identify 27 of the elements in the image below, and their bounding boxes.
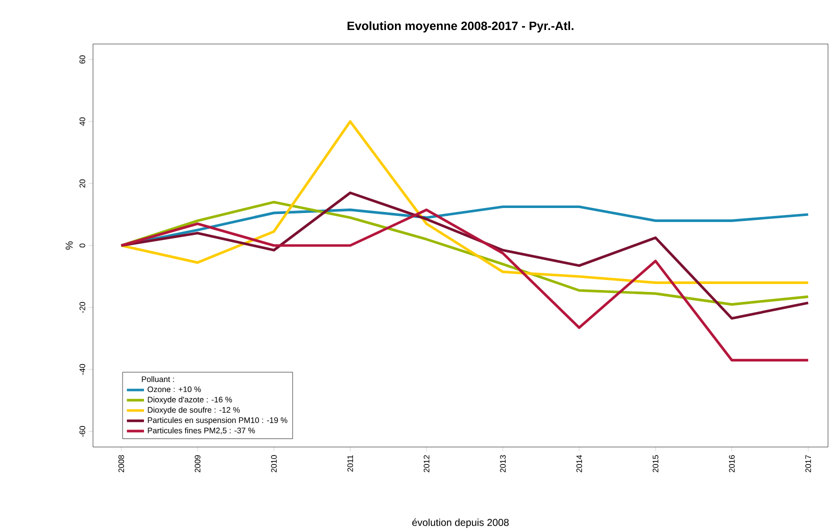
x-axis-title: évolution depuis 2008: [412, 518, 509, 528]
y-tick-label: 20: [80, 179, 86, 188]
y-tick-label: -40: [80, 364, 86, 375]
legend-label: Particules fines PM2,5 : -37 %: [148, 427, 255, 434]
x-tick-label: 2008: [118, 455, 124, 472]
y-tick-label: -60: [80, 426, 86, 437]
legend-label: Ozone : +10 %: [148, 386, 201, 392]
legend-label: Particules en suspension PM10 : -19 %: [148, 417, 288, 425]
x-tick-label: 2016: [729, 455, 735, 472]
y-tick-label: 40: [80, 117, 86, 126]
y-tick-label: 0: [80, 244, 86, 248]
legend-label: Dioxyde de soufre : -12 %: [148, 406, 240, 414]
x-tick-label: 2017: [805, 455, 811, 472]
x-tick-label: 2011: [347, 455, 354, 472]
line-series: [120, 208, 810, 362]
x-tick-label: 2015: [652, 455, 658, 472]
x-tick-label: 2009: [194, 455, 200, 472]
y-tick-label: 60: [80, 55, 86, 64]
x-tick-label: 2012: [424, 455, 430, 472]
y-axis-title: %: [66, 241, 73, 250]
legend-title: Polluant :: [142, 376, 174, 382]
x-tick-label: 2010: [271, 455, 277, 472]
y-tick-label: -20: [80, 302, 86, 313]
legend-label: Dioxyde d'azote : -16 %: [148, 396, 232, 404]
x-tick-label: 2013: [500, 455, 506, 472]
chart-title: Evolution moyenne 2008-2017 - Pyr.-Atl.: [348, 21, 574, 32]
x-tick-label: 2014: [576, 455, 582, 472]
